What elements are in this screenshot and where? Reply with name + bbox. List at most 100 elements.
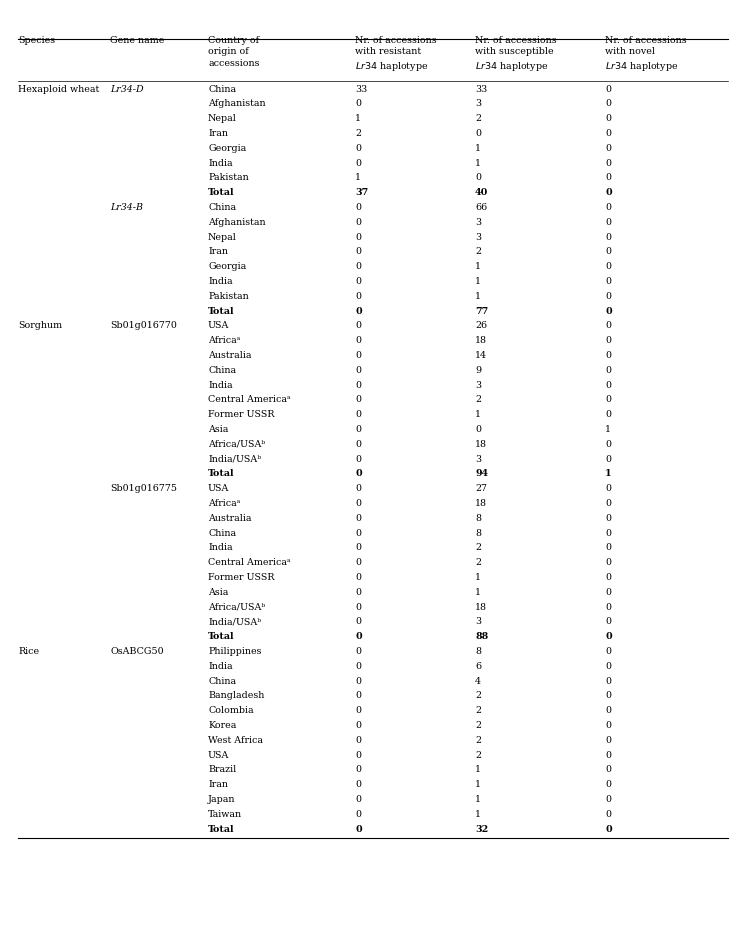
Text: 0: 0 bbox=[605, 158, 611, 167]
Text: Total: Total bbox=[208, 307, 235, 315]
Text: 0: 0 bbox=[355, 410, 361, 419]
Text: 18: 18 bbox=[475, 336, 487, 345]
Text: Nepal: Nepal bbox=[208, 232, 237, 242]
Text: Nr. of accessions
with novel
$Lr34$ haplotype: Nr. of accessions with novel $Lr34$ hapl… bbox=[605, 36, 686, 72]
Text: 0: 0 bbox=[475, 173, 481, 183]
Text: 0: 0 bbox=[605, 439, 611, 449]
Text: 0: 0 bbox=[605, 85, 611, 93]
Text: 0: 0 bbox=[605, 677, 611, 685]
Text: Nepal: Nepal bbox=[208, 114, 237, 123]
Text: 1: 1 bbox=[475, 780, 481, 789]
Text: 8: 8 bbox=[475, 529, 481, 537]
Text: Lr34-D: Lr34-D bbox=[110, 85, 144, 93]
Text: Pakistan: Pakistan bbox=[208, 173, 249, 183]
Text: 0: 0 bbox=[475, 425, 481, 434]
Text: 0: 0 bbox=[355, 514, 361, 522]
Text: Africa/USAᵇ: Africa/USAᵇ bbox=[208, 602, 265, 612]
Text: Gene name: Gene name bbox=[110, 36, 165, 45]
Text: China: China bbox=[208, 677, 236, 685]
Text: 0: 0 bbox=[605, 751, 611, 759]
Text: 66: 66 bbox=[475, 203, 487, 212]
Text: 1: 1 bbox=[475, 263, 481, 271]
Text: Nr. of accessions
with resistant
$Lr34$ haplotype: Nr. of accessions with resistant $Lr34$ … bbox=[355, 36, 437, 72]
Text: 0: 0 bbox=[355, 307, 362, 315]
Text: 2: 2 bbox=[475, 721, 481, 730]
Text: 8: 8 bbox=[475, 514, 481, 522]
Text: 0: 0 bbox=[355, 247, 361, 256]
Text: 1: 1 bbox=[355, 114, 361, 123]
Text: 0: 0 bbox=[605, 646, 611, 656]
Text: 1: 1 bbox=[475, 588, 481, 597]
Text: 0: 0 bbox=[605, 336, 611, 345]
Text: 0: 0 bbox=[475, 129, 481, 138]
Text: 8: 8 bbox=[475, 646, 481, 656]
Text: 0: 0 bbox=[605, 292, 611, 301]
Text: 0: 0 bbox=[605, 706, 611, 715]
Text: 0: 0 bbox=[355, 158, 361, 167]
Text: 0: 0 bbox=[355, 321, 361, 330]
Text: Asia: Asia bbox=[208, 425, 228, 434]
Text: 2: 2 bbox=[475, 692, 481, 700]
Text: China: China bbox=[208, 529, 236, 537]
Text: 0: 0 bbox=[605, 380, 611, 390]
Text: Country of
origin of
accessions: Country of origin of accessions bbox=[208, 36, 260, 68]
Text: 18: 18 bbox=[475, 499, 487, 508]
Text: India: India bbox=[208, 277, 232, 286]
Text: 2: 2 bbox=[475, 751, 481, 759]
Text: 0: 0 bbox=[355, 677, 361, 685]
Text: Georgia: Georgia bbox=[208, 144, 246, 152]
Text: Total: Total bbox=[208, 470, 235, 478]
Text: 40: 40 bbox=[475, 188, 489, 197]
Text: 0: 0 bbox=[605, 173, 611, 183]
Text: 0: 0 bbox=[355, 662, 361, 671]
Text: 0: 0 bbox=[605, 602, 611, 612]
Text: Georgia: Georgia bbox=[208, 263, 246, 271]
Text: 4: 4 bbox=[475, 677, 481, 685]
Text: 0: 0 bbox=[605, 129, 611, 138]
Text: 0: 0 bbox=[605, 558, 611, 567]
Text: 0: 0 bbox=[355, 736, 361, 744]
Text: Former USSR: Former USSR bbox=[208, 573, 275, 582]
Text: Australia: Australia bbox=[208, 351, 252, 359]
Text: 0: 0 bbox=[605, 543, 611, 552]
Text: India/USAᵇ: India/USAᵇ bbox=[208, 617, 261, 627]
Text: 2: 2 bbox=[475, 543, 481, 552]
Text: Taiwan: Taiwan bbox=[208, 809, 242, 819]
Text: 0: 0 bbox=[605, 736, 611, 744]
Text: 2: 2 bbox=[475, 395, 481, 405]
Text: Total: Total bbox=[208, 632, 235, 641]
Text: Africaᵃ: Africaᵃ bbox=[208, 499, 241, 508]
Text: 3: 3 bbox=[475, 100, 481, 108]
Text: Afghanistan: Afghanistan bbox=[208, 217, 266, 227]
Text: 0: 0 bbox=[605, 514, 611, 522]
Text: 3: 3 bbox=[475, 455, 481, 464]
Text: 0: 0 bbox=[355, 336, 361, 345]
Text: Central Americaᵃ: Central Americaᵃ bbox=[208, 558, 291, 567]
Text: 14: 14 bbox=[475, 351, 487, 359]
Text: Sorghum: Sorghum bbox=[18, 321, 62, 330]
Text: 88: 88 bbox=[475, 632, 489, 641]
Text: 0: 0 bbox=[355, 232, 361, 242]
Text: Nr. of accessions
with susceptible
$Lr34$ haplotype: Nr. of accessions with susceptible $Lr34… bbox=[475, 36, 556, 72]
Text: Iran: Iran bbox=[208, 780, 228, 789]
Text: Africa/USAᵇ: Africa/USAᵇ bbox=[208, 439, 265, 449]
Text: 32: 32 bbox=[475, 824, 489, 834]
Text: 0: 0 bbox=[605, 721, 611, 730]
Text: 33: 33 bbox=[355, 85, 368, 93]
Text: 0: 0 bbox=[605, 529, 611, 537]
Text: Africaᵃ: Africaᵃ bbox=[208, 336, 241, 345]
Text: Australia: Australia bbox=[208, 514, 252, 522]
Text: 0: 0 bbox=[605, 203, 611, 212]
Text: 2: 2 bbox=[475, 736, 481, 744]
Text: 1: 1 bbox=[475, 410, 481, 419]
Text: 0: 0 bbox=[355, 809, 361, 819]
Text: 0: 0 bbox=[355, 529, 361, 537]
Text: 0: 0 bbox=[605, 114, 611, 123]
Text: 0: 0 bbox=[355, 277, 361, 286]
Text: India/USAᵇ: India/USAᵇ bbox=[208, 455, 261, 464]
Text: 9: 9 bbox=[475, 366, 481, 375]
Text: 0: 0 bbox=[605, 144, 611, 152]
Text: 0: 0 bbox=[605, 499, 611, 508]
Text: 1: 1 bbox=[475, 144, 481, 152]
Text: 0: 0 bbox=[605, 307, 612, 315]
